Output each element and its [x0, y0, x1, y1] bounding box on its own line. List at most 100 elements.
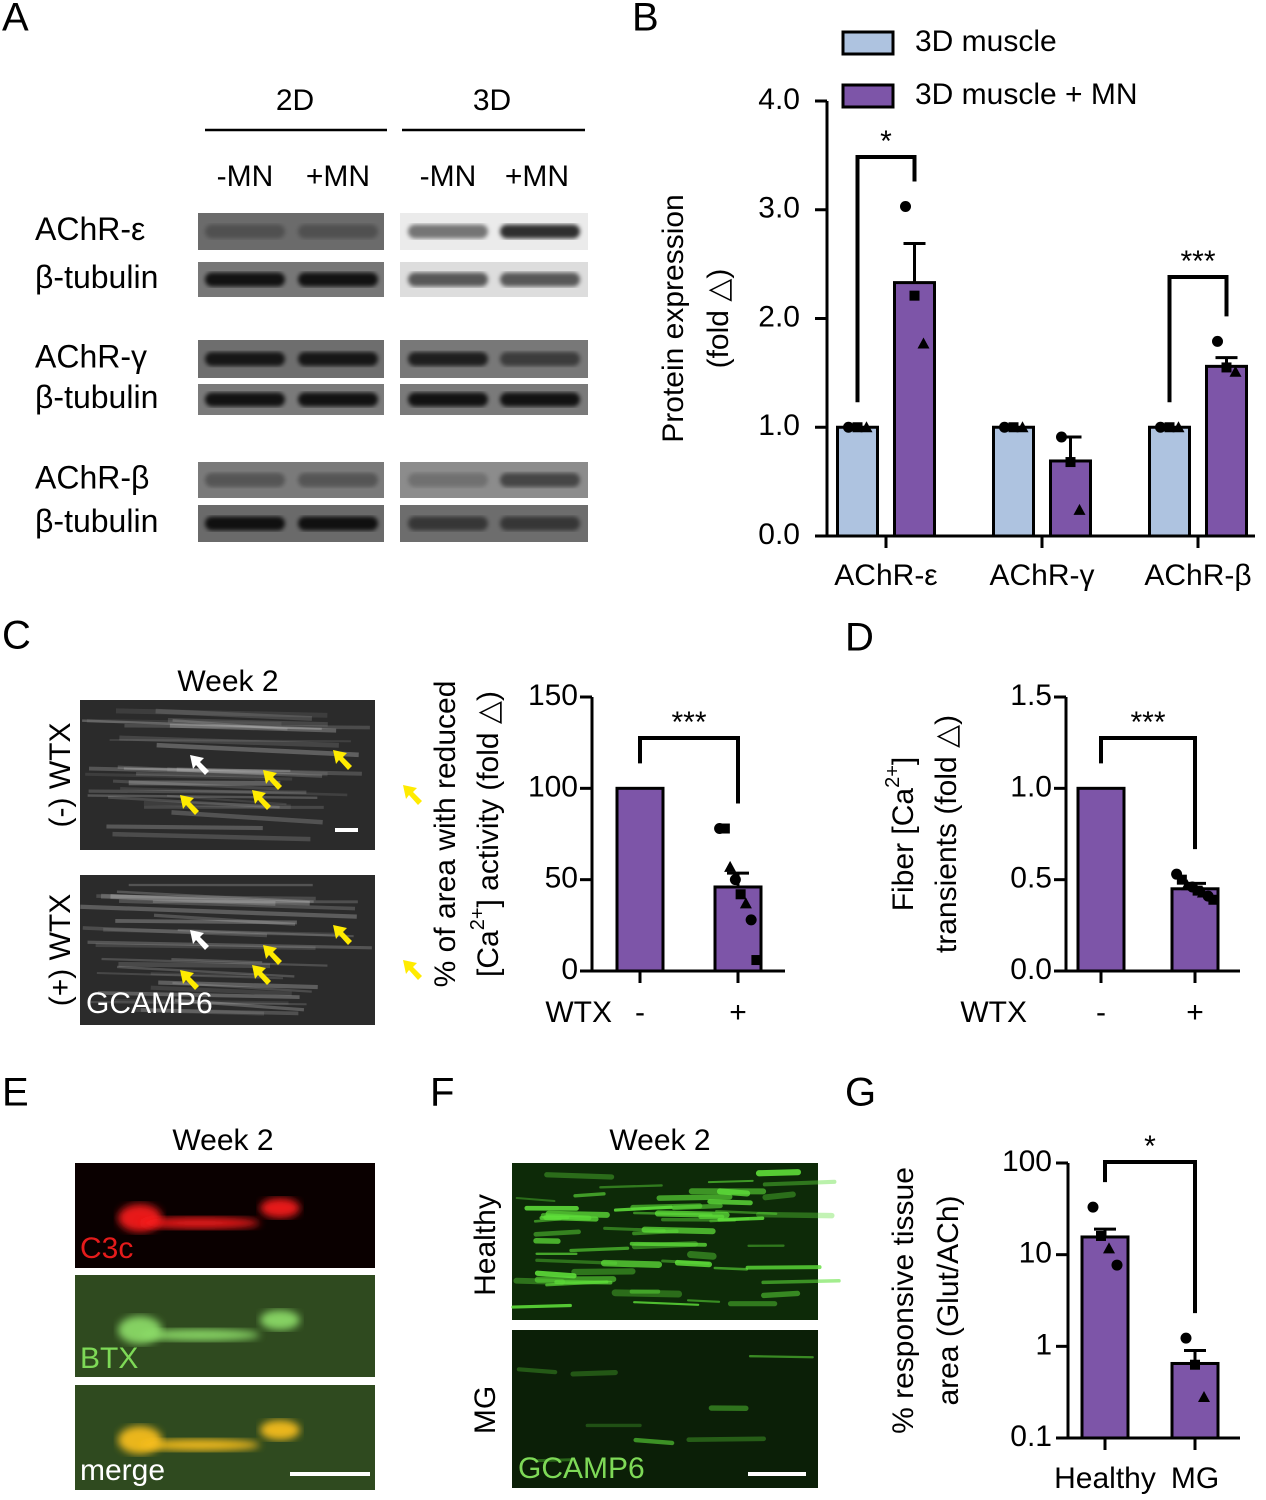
x-axis-label: WTX	[545, 996, 612, 1029]
data-point	[999, 421, 1010, 433]
fiber	[140, 1008, 299, 1016]
fiber	[715, 1209, 778, 1215]
blot-condition: +MN	[505, 160, 569, 193]
fiber	[544, 1172, 615, 1180]
data-point	[1221, 362, 1232, 373]
data-point	[719, 823, 730, 834]
y-tick-label: 50	[545, 862, 578, 895]
fiber	[761, 1279, 841, 1285]
fiber	[88, 766, 266, 775]
arrow	[437, 755, 456, 775]
fiber	[82, 719, 322, 731]
stain-spot	[140, 1329, 260, 1341]
fiber	[569, 1246, 630, 1253]
row-label: MG	[469, 1386, 502, 1434]
fiber	[85, 772, 293, 781]
fiber	[535, 1258, 618, 1265]
fiber	[641, 1226, 716, 1235]
fiber	[713, 1266, 749, 1271]
micrograph	[80, 875, 375, 1025]
fiber	[108, 795, 280, 809]
x-tick-label: AChR-β	[1144, 559, 1251, 592]
calcium-images	[511, 1163, 841, 1488]
fiber	[119, 735, 339, 748]
fiber	[674, 1259, 713, 1268]
y-tick-label: 1.0	[1010, 770, 1052, 803]
y-tick-label: 0.0	[1010, 953, 1052, 986]
significance-bracket	[1099, 736, 1197, 850]
fiber	[745, 1265, 822, 1270]
fiber	[115, 708, 328, 718]
fiber	[158, 980, 318, 990]
stain-spot	[140, 1439, 260, 1451]
blot-band	[500, 224, 580, 239]
stain-spot	[118, 1204, 162, 1232]
row-label: Healthy	[469, 1194, 502, 1296]
data-point	[1172, 421, 1185, 433]
arrow	[333, 925, 352, 945]
data-point	[917, 337, 930, 349]
fiber	[103, 927, 345, 937]
fiber	[80, 904, 357, 919]
fiber	[613, 1205, 673, 1212]
fiber	[87, 940, 372, 950]
y-axis-label-part: transients (fold △)	[930, 715, 963, 953]
y-tick-label: 100	[1002, 1145, 1052, 1178]
fiber	[511, 1303, 572, 1309]
fiber	[177, 929, 354, 938]
fiber	[762, 1179, 837, 1187]
bar	[1049, 459, 1092, 538]
y-tick-label: 1.5	[1010, 679, 1052, 712]
row-label: (-) WTX	[44, 723, 77, 828]
data-point	[1096, 1230, 1106, 1241]
fiber	[150, 972, 262, 978]
data-point	[1016, 421, 1029, 433]
blot-row-label: β-tubulin	[35, 259, 158, 295]
channel-label: C3c	[80, 1232, 133, 1265]
fiber	[96, 894, 316, 901]
fiber	[633, 1211, 713, 1216]
fiber	[116, 890, 314, 903]
fiber	[686, 1299, 721, 1303]
y-tick-label: 2.0	[758, 300, 800, 333]
data-point	[1176, 874, 1187, 885]
data-point	[1229, 365, 1242, 377]
fiber	[167, 767, 328, 777]
data-point	[860, 421, 873, 433]
fiber	[101, 957, 328, 967]
y-axis-label: transients (fold △)	[930, 715, 963, 953]
fiber	[172, 719, 288, 731]
calcium-images	[80, 700, 456, 1025]
y-tick-label: 1.0	[758, 409, 800, 442]
data-point	[1180, 1332, 1192, 1344]
data-point	[1198, 1391, 1210, 1403]
fiber	[118, 899, 356, 911]
data-point	[751, 955, 762, 966]
fiber	[86, 718, 282, 726]
fiber	[533, 1229, 581, 1237]
channel-label: merge	[80, 1454, 165, 1487]
y-axis-label-part: % of area with reduced	[429, 681, 462, 988]
blot-band	[500, 392, 580, 407]
fiber	[756, 1211, 835, 1219]
significance-bracket	[855, 155, 917, 403]
y-tick-label: 150	[528, 679, 578, 712]
stain-label: GCAMP6	[518, 1452, 645, 1485]
y-axis-label: Fiber [Ca2+]	[882, 757, 920, 912]
bar	[615, 786, 665, 973]
data-point	[1073, 503, 1086, 515]
blot-band	[408, 473, 488, 487]
y-tick-label: 3.0	[758, 192, 800, 225]
y-axis-label-part: Protein expression	[657, 194, 690, 442]
stain-label: GCAMP6	[86, 987, 213, 1020]
x-tick-label: -	[1096, 996, 1106, 1029]
blot-band	[298, 473, 378, 487]
error-bar	[903, 241, 926, 283]
arrow	[180, 970, 199, 990]
fiber	[686, 1436, 766, 1442]
significance-label: *	[880, 125, 892, 158]
fiber	[707, 1199, 753, 1206]
blot-row-label: β-tubulin	[35, 379, 158, 415]
data-point	[1087, 1201, 1099, 1213]
blot-band	[205, 516, 285, 531]
